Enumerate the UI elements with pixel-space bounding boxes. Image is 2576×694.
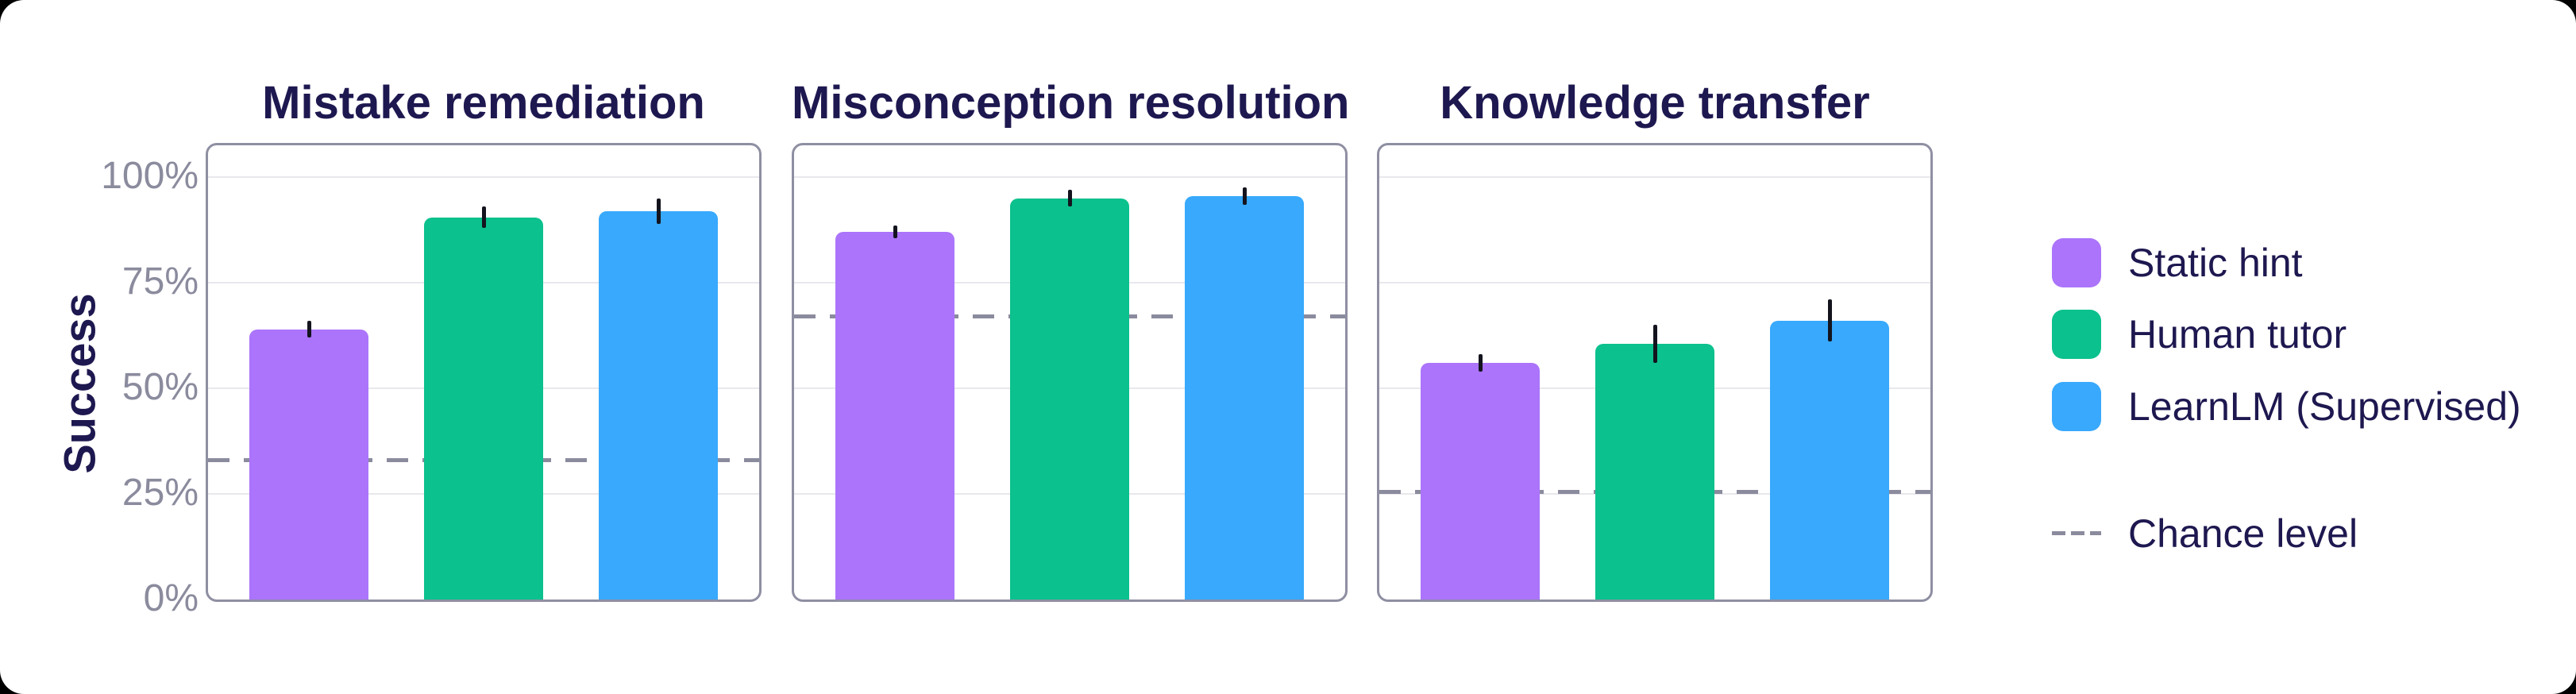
- bar-static-hint: [1421, 363, 1540, 600]
- legend-chance-dash: [2052, 531, 2101, 535]
- gridline: [794, 176, 1345, 178]
- error-bar: [1478, 354, 1483, 372]
- bar-learnlm-supervised: [1770, 320, 1889, 600]
- error-bar: [1827, 299, 1832, 342]
- legend-swatch: [2052, 382, 2101, 431]
- error-bar: [656, 198, 661, 224]
- panel-title: Mistake remediation: [262, 77, 705, 129]
- bar-human-tutor: [1595, 344, 1714, 600]
- legend-label: Human tutor: [2128, 312, 2347, 357]
- bar-human-tutor: [424, 217, 543, 600]
- y-tick-label: 50%: [121, 366, 199, 408]
- legend-label: LearnLM (Supervised): [2128, 384, 2521, 429]
- y-tick-label: 100%: [101, 155, 199, 197]
- gridline: [1379, 176, 1930, 178]
- panel-title: Knowledge transfer: [1440, 77, 1870, 129]
- error-bar: [481, 206, 486, 228]
- gridline: [208, 176, 759, 178]
- bar-learnlm-supervised: [1185, 195, 1304, 600]
- error-bar: [1242, 187, 1247, 205]
- error-bar: [1652, 325, 1657, 364]
- bar-human-tutor: [1010, 198, 1129, 600]
- bar-static-hint: [835, 232, 954, 600]
- panel-plot-area: [1377, 143, 1933, 602]
- error-bar: [307, 320, 311, 338]
- error-bar: [893, 226, 897, 239]
- legend-label: Static hint: [2128, 241, 2303, 285]
- legend-swatch: [2052, 238, 2101, 287]
- bar-static-hint: [249, 329, 368, 600]
- legend-swatch: [2052, 310, 2101, 359]
- panel-plot-area: [206, 143, 762, 602]
- bar-learnlm-supervised: [599, 210, 718, 600]
- y-tick-label: 25%: [121, 472, 199, 514]
- panel-plot-area: [792, 143, 1348, 602]
- y-tick-label: 75%: [121, 260, 199, 303]
- error-bar: [1067, 189, 1072, 207]
- y-tick-label: 0%: [143, 577, 199, 619]
- legend-chance-label: Chance level: [2128, 511, 2358, 556]
- panel-title: Misconception resolution: [792, 77, 1350, 129]
- gridline: [1379, 282, 1930, 283]
